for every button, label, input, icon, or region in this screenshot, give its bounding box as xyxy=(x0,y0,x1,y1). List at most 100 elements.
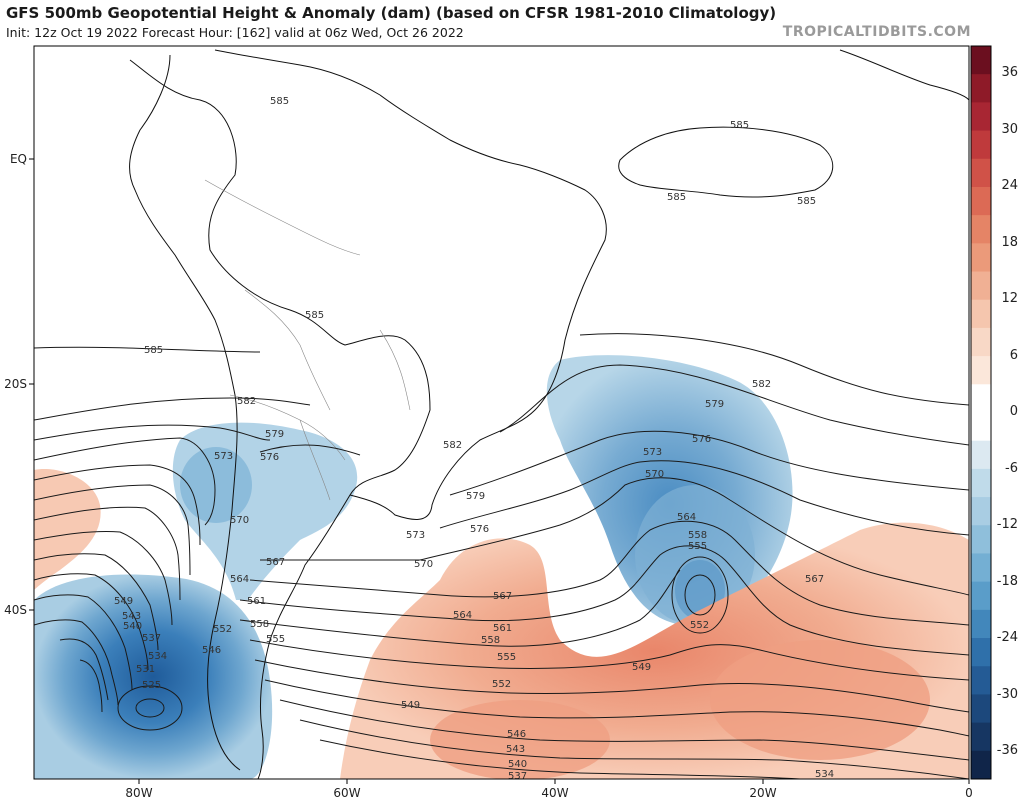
contour-label: 576 xyxy=(692,434,711,445)
contour-label: 552 xyxy=(690,620,709,631)
contour-label: 579 xyxy=(705,399,724,410)
contour-labels: 585 585 585 585 585 585 582 582 582 579 … xyxy=(114,96,834,782)
contour-label: 558 xyxy=(688,530,707,541)
contour-label: 540 xyxy=(508,759,527,770)
contour-label: 567 xyxy=(493,591,512,602)
colorbar-swatch xyxy=(971,243,991,273)
colorbar-label: 18 xyxy=(1001,235,1018,250)
country-borders xyxy=(204,179,411,501)
colorbar-swatch xyxy=(971,74,991,103)
contour-label: 585 xyxy=(305,310,324,321)
colorbar-swatch xyxy=(971,609,991,639)
map-subtitle: Init: 12z Oct 19 2022 Forecast Hour: [16… xyxy=(6,25,464,40)
contour-label: 534 xyxy=(815,769,834,780)
contour-label: 537 xyxy=(142,633,161,644)
colorbar-swatch xyxy=(971,666,991,695)
contour-label: 585 xyxy=(144,345,163,356)
contour-label: 573 xyxy=(406,530,425,541)
contour-label: 573 xyxy=(214,451,233,462)
colorbar-frame xyxy=(970,45,992,780)
colorbar-swatch xyxy=(971,638,991,667)
contour-label: 555 xyxy=(688,541,707,552)
colorbar-labels: 36 30 24 18 12 6 0 -6 -12 -18 -24 -30 -3… xyxy=(997,65,1018,758)
colorbar-swatch xyxy=(971,327,991,357)
colorbar-swatch xyxy=(971,215,991,244)
colorbar-label: -6 xyxy=(1005,461,1018,476)
contour-label: 537 xyxy=(508,771,527,782)
contour-label: 564 xyxy=(677,512,696,523)
contour-label: 570 xyxy=(414,559,433,570)
contour-label: 546 xyxy=(507,729,526,740)
colorbar-swatch xyxy=(971,186,991,216)
colorbar-swatch xyxy=(971,412,991,442)
contour-label: 525 xyxy=(142,680,161,691)
colorbar-swatch xyxy=(971,384,991,413)
contour-label: 567 xyxy=(805,574,824,585)
contour-label: 552 xyxy=(213,624,232,635)
contour-label: 543 xyxy=(122,611,141,622)
colorbar-label: 36 xyxy=(1001,65,1018,80)
contour-label: 549 xyxy=(632,662,651,673)
x-tick-label: 80W xyxy=(125,786,152,800)
contour-label: 552 xyxy=(492,679,511,690)
contour-label: 585 xyxy=(730,120,749,131)
contour-label: 585 xyxy=(270,96,289,107)
contour-label: 543 xyxy=(506,744,525,755)
y-axis-labels: EQ 20S 40S xyxy=(4,152,27,617)
contour-label: 582 xyxy=(752,379,771,390)
colorbar-swatch xyxy=(971,694,991,724)
contour-label: 558 xyxy=(481,635,500,646)
contour-label: 564 xyxy=(230,574,249,585)
contour-label: 570 xyxy=(645,469,664,480)
colorbar-swatch xyxy=(971,553,991,583)
colorbar-label: 0 xyxy=(1010,404,1018,419)
negative-anomaly-shading xyxy=(34,355,793,779)
colorbar-label: 12 xyxy=(1001,291,1018,306)
contour-label: 564 xyxy=(453,610,472,621)
x-tick-label: 60W xyxy=(333,786,360,800)
contour-label: 582 xyxy=(443,440,462,451)
contour-label: 555 xyxy=(497,652,516,663)
colorbar-label: 30 xyxy=(1001,122,1018,137)
contour-label: 555 xyxy=(266,634,285,645)
colorbar-swatch xyxy=(971,497,991,526)
contour-label: 579 xyxy=(265,429,284,440)
colorbar-label: -30 xyxy=(997,687,1018,702)
watermark: TROPICALTIDBITS.COM xyxy=(782,24,971,40)
colorbar-swatch xyxy=(971,102,991,132)
colorbar-label: -36 xyxy=(997,743,1018,758)
contour-label: 573 xyxy=(643,447,662,458)
x-tick-label: 20W xyxy=(749,786,776,800)
colorbar-label: 6 xyxy=(1010,348,1018,363)
contour-label: 531 xyxy=(136,664,155,675)
contour-label: 558 xyxy=(250,619,269,630)
colorbar-swatch xyxy=(971,299,991,329)
y-tick-label: EQ xyxy=(10,152,27,166)
contour-label: 534 xyxy=(148,651,167,662)
colorbar-label: -18 xyxy=(997,574,1018,589)
contour-label: 579 xyxy=(466,491,485,502)
y-tick-label: 20S xyxy=(4,377,27,391)
colorbar-label: -24 xyxy=(997,630,1018,645)
colorbar-label: 24 xyxy=(1001,178,1018,193)
colorbar-swatch xyxy=(971,468,991,498)
positive-anomaly-shading xyxy=(34,469,969,779)
contour-label: 576 xyxy=(470,524,489,535)
map-title: GFS 500mb Geopotential Height & Anomaly … xyxy=(6,4,777,22)
coastlines xyxy=(129,49,969,779)
height-contours xyxy=(34,333,969,779)
colorbar-swatch xyxy=(971,581,991,611)
contour-label: 561 xyxy=(247,596,266,607)
colorbar-label: -12 xyxy=(997,517,1018,532)
contour-label: 585 xyxy=(667,192,686,203)
contour-label: 540 xyxy=(123,621,142,632)
contour-label: 570 xyxy=(230,515,249,526)
contour-label: 567 xyxy=(266,557,285,568)
axis-ticks xyxy=(29,158,970,784)
contour-label: 549 xyxy=(114,596,133,607)
contour-label: 582 xyxy=(237,396,256,407)
colorbar-swatch xyxy=(971,722,991,752)
colorbar-swatch xyxy=(971,158,991,188)
x-tick-label: 0 xyxy=(965,786,973,800)
